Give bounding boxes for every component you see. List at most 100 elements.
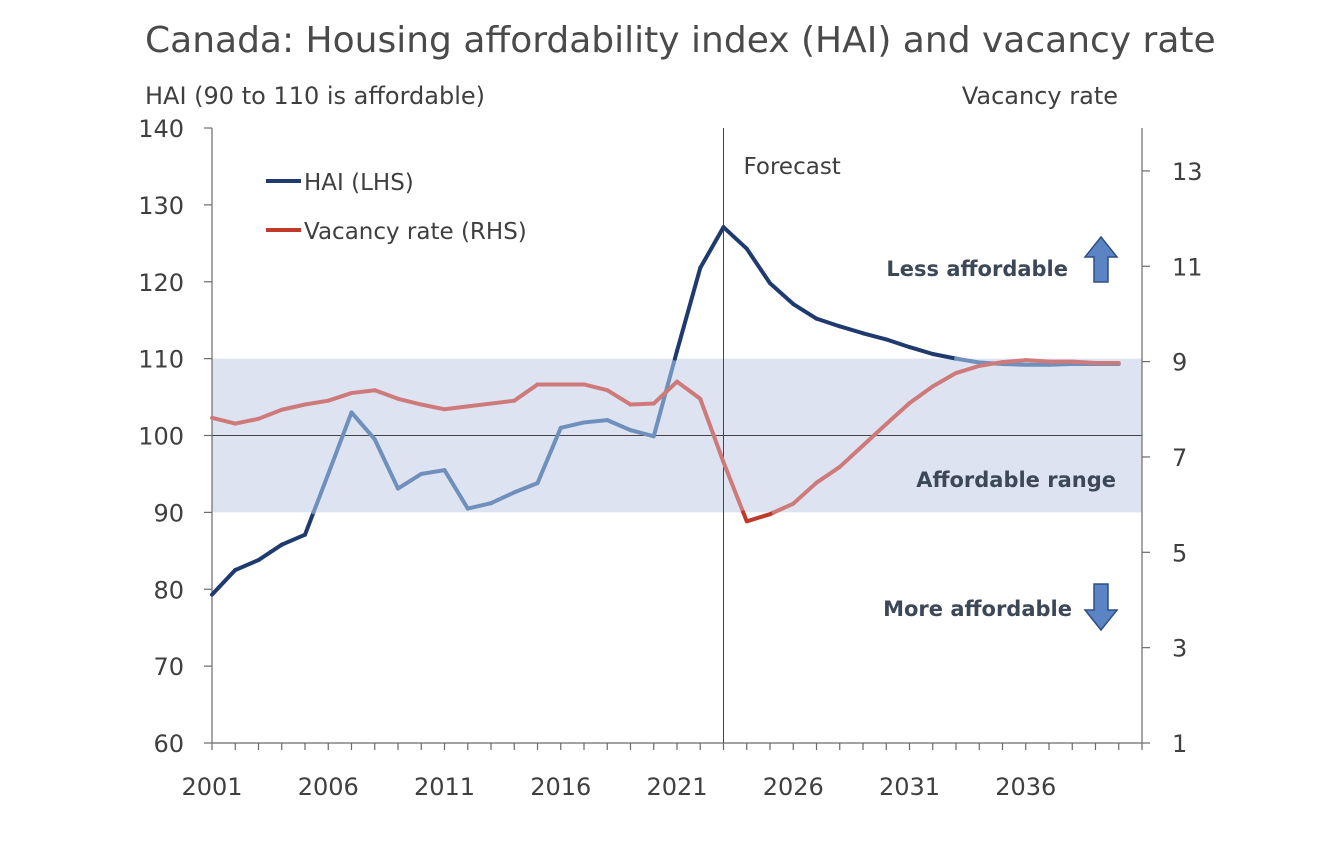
vacancy-series-segment — [1070, 359, 1098, 366]
legend-label-vacancy: Vacancy rate (RHS) — [304, 219, 527, 245]
right-axis-label: Vacancy rate — [961, 82, 1118, 110]
vacancy-series-segment — [419, 402, 447, 412]
hai-series-segment — [1000, 362, 1028, 367]
vacancy-series-segment — [884, 401, 912, 427]
vacancy-series-segment — [977, 360, 1005, 368]
hai-series-segment — [954, 356, 982, 365]
hai-series-segment — [233, 558, 261, 573]
right-tick-label: 7 — [1172, 444, 1187, 472]
hai-series-segment — [605, 418, 633, 433]
vacancy-series-segment — [698, 396, 726, 465]
hai-series-segment — [582, 418, 610, 425]
hai-series-segment — [326, 410, 354, 476]
hai-series-segment — [372, 437, 400, 491]
left-tick-label: 110 — [138, 346, 184, 374]
vacancy-series-segment — [512, 382, 540, 403]
x-tick-label: 2026 — [763, 773, 824, 801]
vacancy-series-segment — [675, 379, 703, 401]
hai-series-segment — [814, 316, 842, 329]
right-tick-label: 13 — [1172, 158, 1203, 186]
vacancy-series-segment — [396, 396, 424, 407]
hai-series-segment — [558, 420, 586, 430]
x-tick-label: 2031 — [879, 773, 940, 801]
legend-label-hai: HAI (LHS) — [304, 170, 414, 196]
x-tick-label: 2006 — [298, 773, 359, 801]
up-arrow-icon — [1083, 235, 1119, 283]
hai-series-segment — [698, 225, 726, 270]
more-affordable-label: More affordable — [883, 597, 1072, 621]
hai-series-segment — [396, 471, 424, 491]
vacancy-series-segment — [279, 402, 307, 412]
vacancy-series-segment — [442, 404, 470, 412]
hai-series-segment — [256, 542, 284, 563]
vacancy-series-segment — [861, 422, 889, 448]
hai-series-segment — [349, 410, 377, 442]
left-tick-label: 80 — [153, 576, 184, 604]
vacancy-series-segment — [326, 391, 354, 403]
right-tick-label: 5 — [1172, 539, 1187, 567]
vacancy-series-segment — [233, 416, 261, 426]
vacancy-series-segment — [210, 415, 238, 426]
hai-series-segment — [512, 481, 540, 495]
vacancy-series-segment — [1000, 358, 1028, 365]
hai-series-segment — [930, 352, 958, 361]
left-tick-label: 70 — [153, 653, 184, 681]
vacancy-series-segment — [791, 480, 819, 506]
hai-series-segment — [907, 345, 935, 357]
vacancy-series-segment — [349, 388, 377, 396]
right-tick-label: 9 — [1172, 349, 1187, 377]
left-tick-label: 140 — [138, 115, 184, 143]
hai-series-segment — [651, 356, 677, 439]
vacancy-series-segment — [930, 371, 958, 389]
hai-series-segment — [489, 490, 517, 506]
vacancy-series-segment — [814, 464, 842, 485]
hai-series-segment — [279, 532, 307, 547]
left-tick-label: 60 — [153, 730, 184, 758]
hai-series-segment — [210, 568, 238, 597]
affordable-range-label: Affordable range — [916, 468, 1116, 492]
vacancy-series-segment — [256, 407, 284, 421]
vacancy-series-segment — [372, 388, 400, 401]
x-tick-label: 2001 — [181, 773, 242, 801]
right-tick-label: 1 — [1172, 730, 1187, 758]
vacancy-series-segment — [582, 382, 610, 393]
forecast-label: Forecast — [744, 154, 841, 180]
left-tick-label: 100 — [138, 423, 184, 451]
vacancy-series-segment — [907, 384, 935, 406]
hai-series-segment — [442, 468, 470, 511]
vacancy-series-segment — [771, 501, 796, 515]
vacancy-series-segment — [628, 401, 656, 407]
left-tick-label: 120 — [138, 269, 184, 297]
vacancy-series-segment — [954, 363, 982, 376]
left-tick-label: 90 — [153, 499, 184, 527]
hai-series-segment — [628, 428, 656, 439]
vacancy-series-segment — [721, 460, 746, 515]
hai-series-segment — [768, 281, 796, 307]
x-tick-label: 2016 — [530, 773, 591, 801]
vacancy-series-segment — [605, 388, 633, 407]
hai-series-segment — [721, 225, 749, 251]
hai-series-segment — [535, 425, 563, 486]
hai-series-segment — [419, 468, 447, 476]
hai-series-segment — [791, 302, 819, 321]
down-arrow-icon — [1083, 583, 1119, 632]
x-tick-label: 2036 — [995, 773, 1056, 801]
left-axis-label: HAI (90 to 110 is affordable) — [145, 82, 486, 110]
vacancy-series-segment — [837, 443, 865, 469]
left-tick-label: 130 — [138, 192, 184, 220]
hai-series-segment — [884, 337, 912, 350]
vacancy-series-segment — [651, 379, 679, 406]
hai-series-segment — [837, 324, 865, 336]
vacancy-series-segment — [489, 398, 517, 406]
vacancy-series-segment — [744, 512, 772, 524]
hai-series-segment — [311, 471, 331, 515]
hai-series-segment — [303, 510, 316, 537]
vacancy-series-segment — [1023, 358, 1051, 364]
hai-series-segment — [861, 331, 889, 342]
x-tick-label: 2021 — [646, 773, 707, 801]
vacancy-series-segment — [303, 398, 331, 407]
vacancy-series-segment — [465, 401, 493, 409]
less-affordable-label: Less affordable — [886, 257, 1068, 281]
right-tick-label: 11 — [1172, 253, 1203, 281]
